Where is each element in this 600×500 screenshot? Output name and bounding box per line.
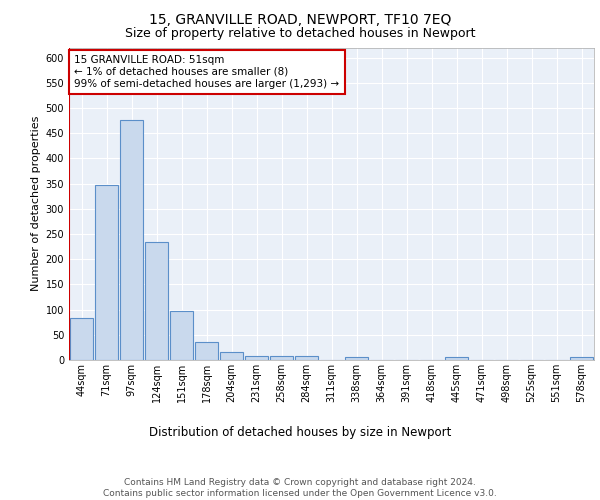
Bar [194, 342, 218, 360]
Y-axis label: Number of detached properties: Number of detached properties [31, 116, 41, 292]
Text: Distribution of detached houses by size in Newport: Distribution of detached houses by size … [149, 426, 451, 439]
Bar [220, 352, 244, 360]
Text: 15, GRANVILLE ROAD, NEWPORT, TF10 7EQ: 15, GRANVILLE ROAD, NEWPORT, TF10 7EQ [149, 12, 451, 26]
Text: Size of property relative to detached houses in Newport: Size of property relative to detached ho… [125, 28, 475, 40]
Bar [70, 318, 94, 360]
Bar [295, 356, 319, 360]
Text: 15 GRANVILLE ROAD: 51sqm
← 1% of detached houses are smaller (8)
99% of semi-det: 15 GRANVILLE ROAD: 51sqm ← 1% of detache… [74, 56, 340, 88]
Bar [170, 311, 193, 360]
Text: Contains HM Land Registry data © Crown copyright and database right 2024.
Contai: Contains HM Land Registry data © Crown c… [103, 478, 497, 498]
Bar [445, 358, 469, 360]
Bar [95, 185, 118, 360]
Bar [569, 358, 593, 360]
Bar [269, 356, 293, 360]
Bar [344, 358, 368, 360]
Bar [145, 242, 169, 360]
Bar [245, 356, 268, 360]
Bar [119, 120, 143, 360]
